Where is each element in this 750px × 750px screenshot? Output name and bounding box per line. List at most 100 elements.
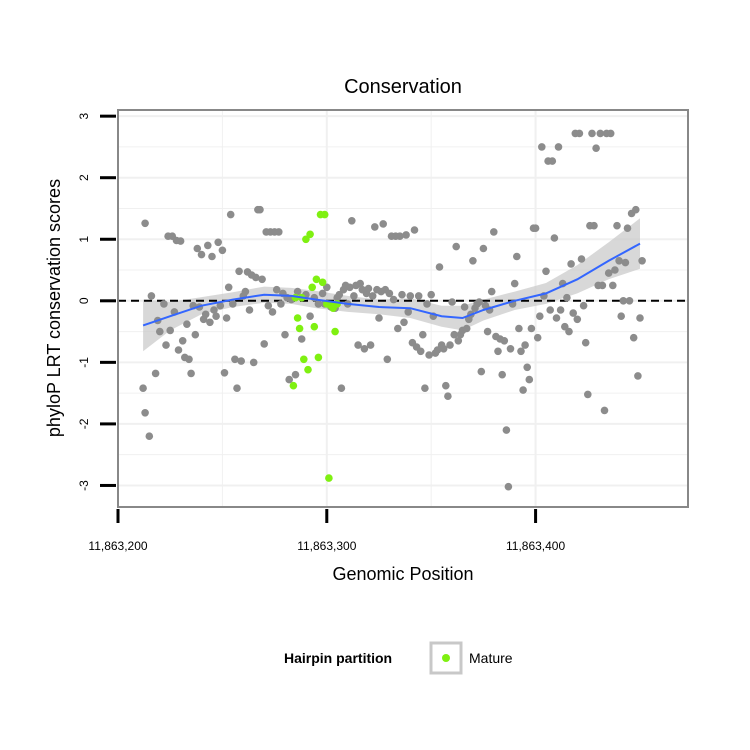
point-other (513, 252, 521, 261)
legend: Hairpin partition Mature (284, 641, 513, 675)
point-other (398, 290, 406, 299)
point-other (617, 312, 625, 321)
point-other (548, 157, 557, 165)
point-mature (308, 283, 317, 292)
point-other (588, 129, 596, 138)
point-other (552, 314, 561, 322)
point-other (366, 341, 375, 349)
point-other (521, 341, 529, 349)
point-other (291, 370, 300, 379)
point-other (550, 234, 559, 242)
point-other (245, 306, 254, 314)
point-other (563, 293, 571, 302)
point-other (621, 258, 630, 267)
point-other (414, 292, 423, 300)
point-other (214, 238, 222, 247)
point-other (375, 314, 383, 322)
point-other (439, 345, 448, 353)
point-other (350, 292, 358, 300)
point-other (185, 355, 193, 364)
point-other (629, 333, 638, 342)
point-other (506, 345, 515, 353)
point-other (394, 324, 402, 333)
point-other (396, 232, 404, 240)
point-other (346, 283, 354, 292)
point-other (609, 281, 617, 290)
point-other (446, 341, 454, 349)
point-other (258, 275, 266, 284)
point-other (519, 386, 527, 394)
point-other (515, 324, 523, 333)
point-other (229, 300, 237, 308)
point-other (584, 390, 592, 399)
point-other (337, 384, 346, 393)
point-other (385, 289, 394, 298)
point-other (356, 279, 365, 288)
point-other (233, 384, 241, 393)
point-other (264, 301, 273, 310)
point-other (218, 246, 227, 255)
point-other (224, 283, 233, 292)
point-other (579, 301, 588, 310)
point-other (147, 292, 156, 300)
point-other (145, 432, 154, 441)
point-other (450, 330, 459, 339)
y-tick-label: 3 (77, 113, 91, 120)
point-other (636, 314, 644, 322)
point-mature (312, 275, 321, 284)
point-other (575, 129, 584, 138)
point-other (176, 237, 185, 245)
point-other (204, 241, 212, 250)
point-other (249, 358, 258, 367)
point-other (141, 409, 149, 417)
point-other (360, 345, 369, 353)
point-other (577, 255, 586, 263)
y-axis: -3 -2 -1 0 1 2 3 (77, 113, 116, 491)
point-other (252, 273, 260, 282)
point-mature (331, 327, 339, 336)
point-other (212, 312, 220, 321)
point-other (498, 370, 507, 379)
x-tick-label: 11,863,400 (506, 539, 565, 553)
point-mature (318, 278, 327, 287)
point-other (444, 392, 452, 401)
point-other (335, 290, 344, 299)
point-other (421, 384, 429, 393)
point-other (613, 221, 621, 230)
point-other (268, 308, 277, 316)
point-other (166, 326, 174, 335)
point-other (371, 223, 379, 231)
point-other (174, 346, 183, 354)
panel-border (117, 109, 689, 508)
point-other (293, 287, 302, 296)
point-other (490, 228, 498, 236)
point-mature (320, 210, 329, 219)
point-other (536, 312, 544, 321)
y-tick-label: -2 (77, 418, 91, 429)
confidence-band (143, 218, 640, 352)
point-other (178, 337, 187, 345)
point-mature (325, 474, 333, 482)
point-other (404, 308, 413, 316)
point-mature (306, 230, 314, 239)
y-tick-label: -1 (77, 357, 91, 368)
point-other (191, 330, 200, 339)
x-tick-label: 11,863,300 (297, 539, 356, 553)
point-mature (302, 235, 310, 244)
point-other (348, 217, 356, 225)
point-other (318, 289, 327, 298)
point-other (634, 372, 642, 380)
point-other (590, 221, 598, 230)
point-other (275, 228, 283, 236)
point-other (285, 375, 294, 384)
point-other (220, 369, 229, 377)
point-other (567, 260, 575, 268)
point-other (419, 330, 427, 339)
point-other (569, 309, 577, 317)
point-other (206, 318, 214, 327)
smooth-trend-line (142, 242, 641, 327)
point-other (632, 205, 640, 214)
point-other (596, 129, 605, 138)
point-other (525, 375, 534, 384)
legend-label-mature: Mature (469, 650, 513, 666)
